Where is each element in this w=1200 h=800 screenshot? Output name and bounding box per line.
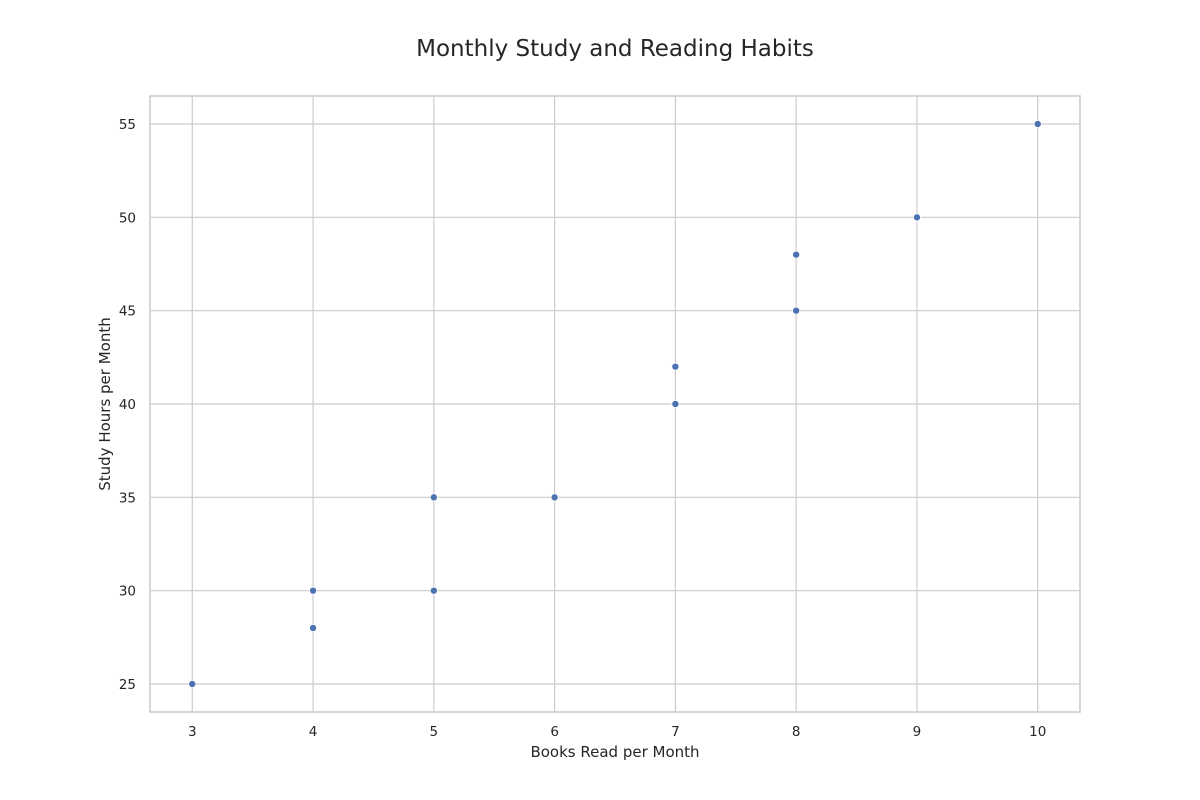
y-tick-labels: 25 30 35 40 45 50 55 [119, 117, 136, 693]
y-tick-label: 45 [119, 304, 136, 320]
y-tick-label: 55 [119, 117, 136, 133]
grid-lines [150, 96, 1080, 712]
data-point [792, 306, 801, 315]
x-tick-label: 5 [430, 724, 439, 740]
data-point [1033, 120, 1042, 129]
x-tick-label: 9 [913, 724, 922, 740]
x-tick-label: 6 [550, 724, 559, 740]
x-tick-label: 4 [309, 724, 318, 740]
y-tick-label: 50 [119, 210, 136, 226]
y-tick-label: 35 [119, 490, 136, 506]
data-point [671, 362, 680, 371]
x-tick-label: 7 [671, 724, 680, 740]
data-point [792, 250, 801, 259]
data-point [671, 399, 680, 408]
y-tick-label: 40 [119, 397, 136, 413]
x-tick-labels: 3 4 5 6 7 8 9 10 [188, 724, 1046, 740]
y-axis-label: Study Hours per Month [96, 317, 114, 491]
plot-frame [149, 95, 1081, 713]
y-tick-label: 25 [119, 677, 136, 693]
data-point [429, 493, 438, 502]
chart-title: Monthly Study and Reading Habits [416, 36, 814, 62]
data-point [188, 680, 197, 689]
y-tick-label: 30 [119, 584, 136, 600]
data-point [429, 586, 438, 595]
data-point [309, 586, 318, 595]
data-point [912, 213, 921, 222]
x-axis-label: Books Read per Month [530, 743, 699, 761]
data-points [188, 120, 1042, 689]
x-tick-label: 8 [792, 724, 801, 740]
x-tick-label: 3 [188, 724, 197, 740]
x-tick-label: 10 [1029, 724, 1046, 740]
data-point [550, 493, 559, 502]
data-point [309, 624, 318, 633]
